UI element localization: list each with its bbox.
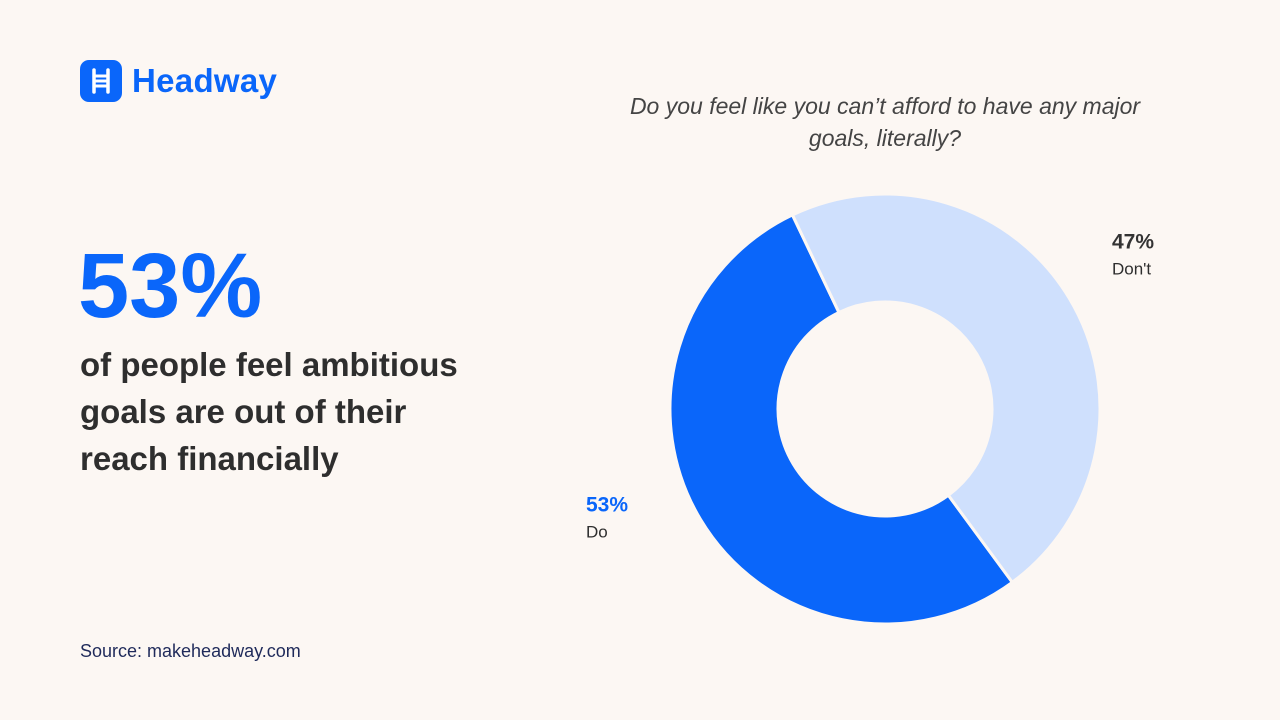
source: Source: makeheadway.com <box>80 641 301 661</box>
donut: 53% Do 47% Don't <box>586 192 1154 626</box>
value-label: 53% <box>586 494 628 517</box>
donut-segment <box>668 213 1014 626</box>
headline-stat: 53% <box>78 235 263 337</box>
value-label: 47% <box>1112 231 1154 254</box>
category-label: Don't <box>1112 259 1151 278</box>
donut-segment <box>790 192 1102 584</box>
chart-title: Do you feel like you can’t afford to hav… <box>629 93 1141 151</box>
brand: Headway <box>132 62 278 99</box>
description-line: goals are out of their <box>80 393 407 430</box>
description-line: of people feel ambitious <box>80 346 458 383</box>
category-label: Do <box>586 522 608 541</box>
logo-icon <box>80 60 122 102</box>
description-line: reach financially <box>80 440 339 477</box>
